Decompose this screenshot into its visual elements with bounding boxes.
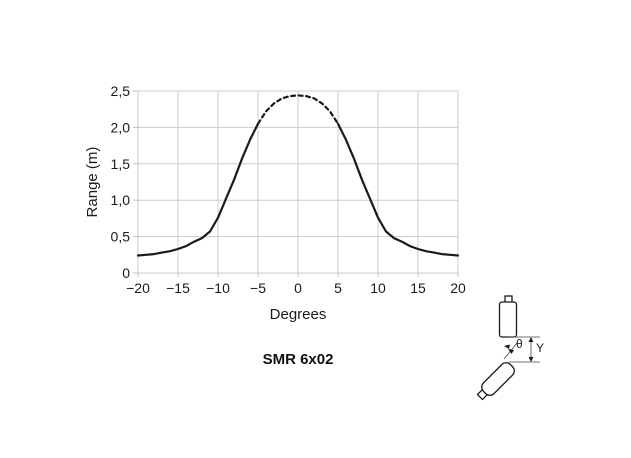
y-axis-tick-labels: 0 0,5 1,0 1,5 2,0 2,5 [111, 83, 131, 281]
x-tick-label: −10 [206, 280, 230, 296]
x-tick-label: −15 [166, 280, 190, 296]
y-axis-title: Range (m) [84, 147, 101, 218]
rotated-sensor-icon [476, 362, 515, 401]
curve-segment-solid [136, 122, 260, 257]
x-tick-label: −20 [126, 280, 150, 296]
axis-tick-marks [133, 90, 459, 277]
y-tick-label: 0,5 [111, 229, 131, 245]
sensor-orientation-diagram: Y θ [476, 295, 544, 401]
theta-angle-label: θ [516, 337, 523, 351]
chart-grid [137, 90, 459, 274]
beam-pattern-curve [136, 94, 460, 257]
y-dimension-label: Y [536, 341, 544, 355]
y-tick-label: 1,0 [111, 192, 131, 208]
curve-segment-dashed [256, 94, 340, 125]
fixed-sensor-icon [498, 295, 518, 338]
curve-segment-solid [336, 122, 460, 257]
y-tick-label: 0 [122, 265, 130, 281]
x-tick-label: −5 [250, 280, 266, 296]
theta-angle-arrow [503, 342, 518, 360]
x-axis-title: Degrees [270, 306, 327, 323]
x-tick-label: 10 [370, 280, 386, 296]
x-tick-label: 0 [294, 280, 302, 296]
x-tick-label: 20 [450, 280, 466, 296]
x-tick-label: 15 [410, 280, 426, 296]
x-axis-tick-labels: −20 −15 −10 −5 0 5 10 15 20 [126, 280, 466, 296]
y-tick-label: 2,0 [111, 119, 131, 135]
chart-title: SMR 6x02 [263, 351, 334, 368]
y-tick-label: 2,5 [111, 83, 131, 99]
y-dimension-arrow [528, 337, 534, 362]
x-tick-label: 5 [334, 280, 342, 296]
y-tick-label: 1,5 [111, 156, 131, 172]
